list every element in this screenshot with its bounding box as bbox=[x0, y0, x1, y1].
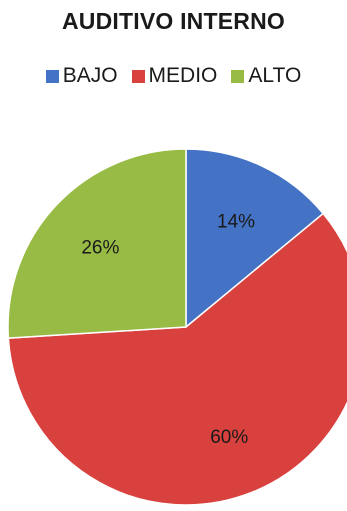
legend-swatch-alto bbox=[231, 69, 245, 83]
legend-label-medio: MEDIO bbox=[148, 64, 218, 87]
legend-item-alto: ALTO bbox=[231, 64, 301, 88]
pie-slice-medio bbox=[7, 212, 347, 506]
legend-swatch-medio bbox=[131, 69, 145, 83]
data-label-alto: 26% bbox=[81, 238, 119, 259]
data-label-bajo: 14% bbox=[217, 212, 255, 233]
legend-item-medio: MEDIO bbox=[131, 64, 218, 88]
legend-swatch-bajo bbox=[45, 69, 59, 83]
legend: BAJO MEDIO ALTO bbox=[0, 64, 347, 88]
pie-slice-alto bbox=[7, 148, 187, 339]
legend-label-bajo: BAJO bbox=[62, 64, 118, 87]
data-label-medio: 60% bbox=[210, 427, 248, 448]
legend-item-bajo: BAJO bbox=[45, 64, 118, 88]
legend-label-alto: ALTO bbox=[248, 64, 302, 87]
chart-title: AUDITIVO INTERNO bbox=[62, 8, 285, 34]
pie-slice-bajo bbox=[185, 148, 325, 329]
